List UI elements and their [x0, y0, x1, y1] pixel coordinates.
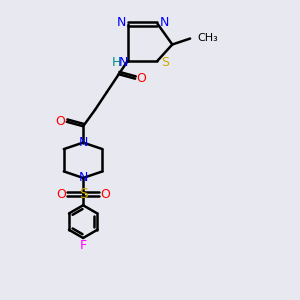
Text: O: O [56, 188, 66, 201]
Text: F: F [80, 239, 87, 252]
Text: N: N [159, 16, 169, 29]
Text: H: H [112, 56, 122, 69]
Text: O: O [137, 72, 147, 85]
Text: O: O [55, 115, 65, 128]
Text: S: S [79, 187, 88, 201]
Text: O: O [100, 188, 110, 201]
Text: CH₃: CH₃ [198, 33, 218, 43]
Text: N: N [78, 136, 88, 149]
Text: S: S [161, 56, 169, 69]
Text: N: N [78, 171, 88, 184]
Text: N: N [116, 16, 126, 29]
Text: N: N [119, 56, 128, 69]
